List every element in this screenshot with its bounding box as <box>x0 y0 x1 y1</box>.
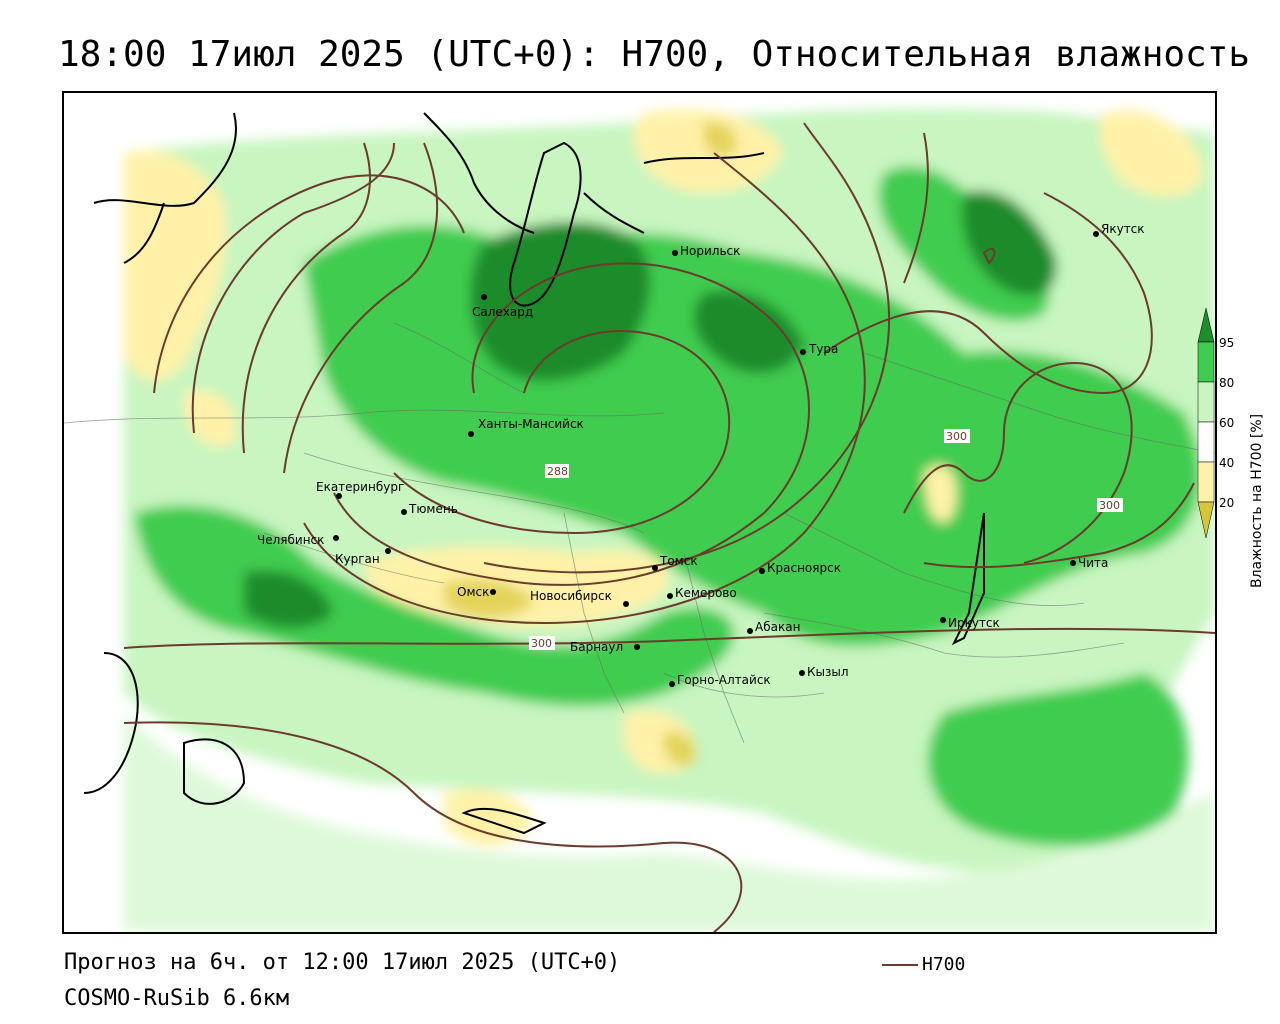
svg-text:Красноярск: Красноярск <box>767 561 841 575</box>
city-chelyabinsk: Челябинск <box>257 533 339 547</box>
svg-text:Якутск: Якутск <box>1101 222 1145 236</box>
colorbar-tick: 80 <box>1219 376 1234 390</box>
cities: Салехард Норильск Якутск Тура Ханты-Манс… <box>257 222 1145 687</box>
svg-text:Салехард: Салехард <box>472 305 533 319</box>
contour-labels: 288 300 300 300 <box>529 429 1123 650</box>
contour-label: 300 <box>531 637 552 650</box>
coastlines <box>83 112 985 835</box>
city-norilsk: Норильск <box>672 244 740 258</box>
svg-text:Новосибирск: Новосибирск <box>530 589 612 603</box>
svg-text:Барнаул: Барнаул <box>570 640 623 654</box>
colorbar-arrow-top <box>1197 307 1215 343</box>
h700-contours <box>123 122 1215 932</box>
city-yakutsk: Якутск <box>1093 222 1145 237</box>
city-tura: Тура <box>800 342 838 356</box>
contour-legend-line <box>882 963 918 966</box>
colorbar-tick: 40 <box>1219 456 1234 470</box>
colorbar-title: Влажность на H700 [%] <box>1249 414 1265 588</box>
colorbar-tick: 95 <box>1219 336 1234 350</box>
contour-legend: H700 <box>882 954 965 975</box>
svg-text:Курган: Курган <box>335 552 380 566</box>
city-kurgan: Курган <box>335 548 391 566</box>
city-novosibirsk: Новосибирск <box>530 589 629 607</box>
svg-text:Кемерово: Кемерово <box>675 586 737 600</box>
svg-text:Абакан: Абакан <box>755 620 800 634</box>
svg-text:Томск: Томск <box>659 554 698 568</box>
forecast-info: Прогноз на 6ч. от 12:00 17июл 2025 (UTC+… <box>64 950 621 975</box>
city-tomsk: Томск <box>652 554 698 571</box>
colorbar-arrow-bottom <box>1197 501 1215 539</box>
svg-text:Горно-Алтайск: Горно-Алтайск <box>677 673 771 687</box>
svg-text:Ханты-Мансийск: Ханты-Мансийск <box>478 417 584 431</box>
colorbar-swatch <box>1197 381 1215 423</box>
city-khanty-mansiysk: Ханты-Мансийск <box>468 417 584 437</box>
colorbar-tick: 60 <box>1219 416 1234 430</box>
city-irkutsk: Иркутск <box>940 616 1000 630</box>
city-abakan: Абакан <box>747 620 800 634</box>
contour-label: 288 <box>547 465 568 478</box>
colorbar: 95 80 60 40 20 Влажность на H700 [%] <box>1197 307 1265 588</box>
city-kemerovo: Кемерово <box>667 586 737 600</box>
svg-text:Тура: Тура <box>808 342 838 356</box>
map-title: 18:00 17июл 2025 (UTC+0): H700, Относите… <box>58 34 1251 75</box>
map-canvas: 288 300 300 300 Салехард Норильск Якутск… <box>64 108 1215 932</box>
contour-label: 300 <box>946 430 967 443</box>
city-omsk: Омск <box>457 585 496 599</box>
svg-text:Тюмень: Тюмень <box>408 502 458 516</box>
city-barnaul: Барнаул <box>570 640 640 654</box>
city-krasnoyarsk: Красноярск <box>759 561 841 575</box>
contour-legend-label: H700 <box>922 954 966 975</box>
model-name: COSMO-RuSib 6.6км <box>64 986 290 1011</box>
forecast-map: 288 300 300 300 Салехард Норильск Якутск… <box>62 91 1217 934</box>
svg-text:Челябинск: Челябинск <box>257 533 324 547</box>
svg-text:Чита: Чита <box>1078 556 1108 570</box>
colorbar-tick: 20 <box>1219 496 1234 510</box>
colorbar-swatch <box>1197 461 1215 503</box>
city-salekhard: Салехард <box>472 294 533 319</box>
city-tyumen: Тюмень <box>401 502 458 516</box>
svg-text:Кызыл: Кызыл <box>807 665 849 679</box>
city-ekaterinburg: Екатеринбург <box>316 480 404 499</box>
humidity-field <box>124 108 1215 932</box>
svg-text:Екатеринбург: Екатеринбург <box>316 480 404 494</box>
city-gorno-altaysk: Горно-Алтайск <box>669 673 771 687</box>
colorbar-swatch <box>1197 341 1215 383</box>
colorbar-swatch <box>1197 421 1215 463</box>
svg-text:Омск: Омск <box>457 585 489 599</box>
svg-text:Норильск: Норильск <box>680 244 740 258</box>
svg-text:Иркутск: Иркутск <box>948 616 1000 630</box>
city-kyzyl: Кызыл <box>799 665 849 679</box>
city-chita: Чита <box>1070 556 1108 570</box>
contour-label: 300 <box>1099 499 1120 512</box>
